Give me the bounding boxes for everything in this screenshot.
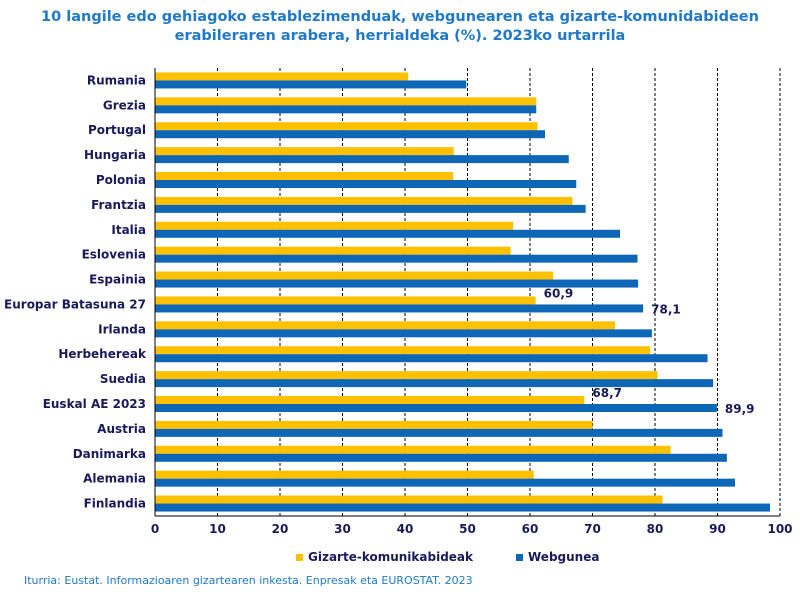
x-tick-label-10: 10 <box>209 522 226 536</box>
category-label-alemania: Alemania <box>83 472 146 486</box>
bar-web-euskal-ae-2023 <box>155 404 717 412</box>
bar-web-suedia <box>155 379 714 388</box>
bar-web-eslovenia <box>155 254 638 263</box>
bar-web-danimarka <box>155 453 727 462</box>
legend-label-web: Webgunea <box>528 550 600 564</box>
category-label-eslovenia: Eslovenia <box>82 248 146 262</box>
legend-item-social: Gizarte-komunikabideak <box>296 550 473 564</box>
category-label-grezia: Grezia <box>103 98 146 112</box>
data-label-social-euskal-ae-2023: 68,7 <box>592 386 622 400</box>
category-label-frantzia: Frantzia <box>91 198 146 212</box>
bar-social-rumania <box>155 72 409 81</box>
x-tick-label-60: 60 <box>522 522 539 536</box>
bar-web-polonia <box>155 180 577 188</box>
category-label-hungaria: Hungaria <box>84 148 146 162</box>
x-tick-label-30: 30 <box>334 522 351 536</box>
category-label-suedia: Suedia <box>100 372 146 386</box>
x-tick-label-0: 0 <box>151 522 159 536</box>
bar-web-irlanda <box>155 329 652 338</box>
bar-social-frantzia <box>155 196 573 205</box>
x-tick-label-70: 70 <box>584 522 601 536</box>
category-label-portugal: Portugal <box>88 123 146 137</box>
bar-web-europar-batasuna-27 <box>155 304 644 313</box>
bar-web-espainia <box>155 279 639 288</box>
data-label-web-europar-batasuna-27: 78,1 <box>651 302 681 316</box>
bar-social-polonia <box>155 172 454 180</box>
category-label-espainia: Espainia <box>89 273 146 287</box>
legend-item-web: Webgunea <box>516 550 599 564</box>
bar-social-grezia <box>155 97 537 106</box>
bar-social-alemania <box>155 470 534 479</box>
x-tick-label-80: 80 <box>647 522 664 536</box>
bar-social-danimarka <box>155 445 671 454</box>
bar-web-rumania <box>155 80 467 89</box>
bar-social-suedia <box>155 371 658 380</box>
category-label-polonia: Polonia <box>96 173 146 187</box>
category-label-herbehereak: Herbehereak <box>58 347 147 361</box>
legend-swatch-web <box>516 553 523 561</box>
category-label-europar-batasuna-27: Europar Batasuna 27 <box>4 297 146 311</box>
bar-web-alemania <box>155 478 735 487</box>
bar-social-italia <box>155 221 514 230</box>
x-tick-label-90: 90 <box>709 522 726 536</box>
chart-title-line-2: erabileraren arabera, herrialdeka (%). 2… <box>174 28 626 44</box>
category-label-irlanda: Irlanda <box>98 322 146 336</box>
category-label-italia: Italia <box>111 223 146 237</box>
legend-swatch-social <box>296 553 303 561</box>
bar-social-austria <box>155 420 593 429</box>
bar-social-irlanda <box>155 321 615 330</box>
bar-social-espainia <box>155 271 554 280</box>
x-tick-label-20: 20 <box>272 522 289 536</box>
chart-title: 10 langile edo gehiagoko establezimendua… <box>0 8 800 46</box>
bar-web-herbehereak <box>155 354 708 363</box>
bar-social-euskal-ae-2023 <box>155 396 585 404</box>
category-label-finlandia: Finlandia <box>84 497 146 511</box>
chart-title-line-1: 10 langile edo gehiagoko establezimendua… <box>41 9 759 25</box>
category-label-rumania: Rumania <box>87 73 146 87</box>
bar-social-herbehereak <box>155 346 650 355</box>
legend-label-social: Gizarte-komunikabideak <box>308 550 474 564</box>
bar-social-eslovenia <box>155 246 511 255</box>
bar-web-portugal <box>155 130 545 139</box>
bar-web-hungaria <box>155 155 569 164</box>
bar-social-portugal <box>155 122 538 131</box>
bar-web-austria <box>155 428 723 437</box>
bar-web-frantzia <box>155 204 586 213</box>
category-label-austria: Austria <box>97 422 146 436</box>
bar-social-europar-batasuna-27 <box>155 296 536 305</box>
data-label-web-euskal-ae-2023: 89,9 <box>725 402 755 416</box>
category-label-euskal-ae-2023: Euskal AE 2023 <box>43 397 146 411</box>
bar-web-finlandia <box>155 503 770 512</box>
data-label-social-europar-batasuna-27: 60,9 <box>544 286 574 300</box>
category-label-danimarka: Danimarka <box>73 447 146 461</box>
x-tick-label-50: 50 <box>459 522 476 536</box>
bar-social-finlandia <box>155 495 663 504</box>
bar-chart: 0 10 20 30 40 50 60 70 80 90 100 Rumania Grezia Portu… <box>4 68 793 536</box>
bar-web-italia <box>155 229 620 238</box>
x-tick-label-100: 100 <box>767 522 792 536</box>
bar-social-hungaria <box>155 147 454 156</box>
bar-web-grezia <box>155 105 537 114</box>
source-note: Iturria: Eustat. Informazioaren gizartea… <box>24 574 473 587</box>
x-tick-label-40: 40 <box>397 522 414 536</box>
